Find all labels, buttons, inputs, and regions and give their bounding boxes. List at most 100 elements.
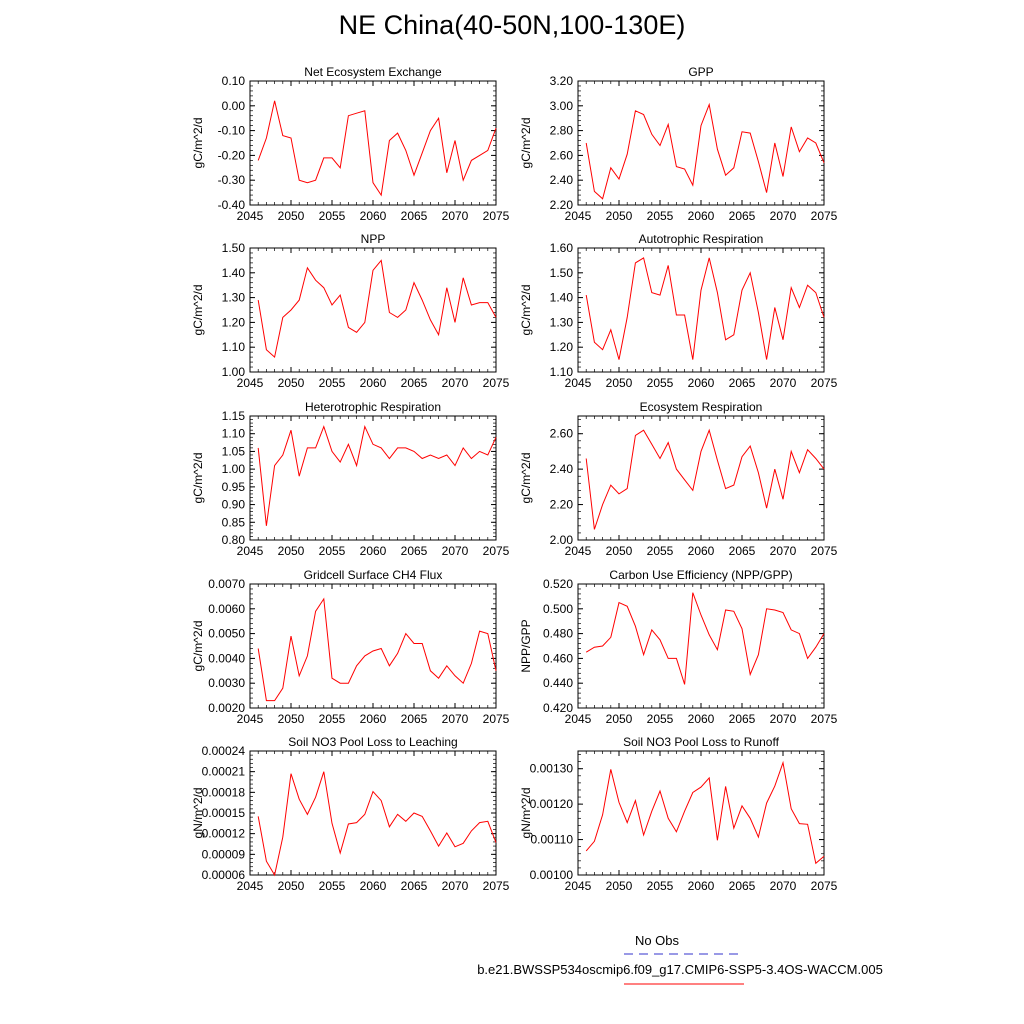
legend-obs-label: No Obs	[634, 933, 680, 948]
plot-frame	[249, 415, 497, 541]
x-tick-label: 2045	[237, 544, 264, 558]
y-tick-label: 0.00	[222, 99, 246, 113]
plot-frame	[249, 247, 497, 373]
panel-title: GPP	[688, 65, 713, 79]
y-tick-label: -0.40	[218, 198, 246, 212]
y-tick-label: 1.20	[222, 315, 246, 329]
y-tick-label: 0.480	[543, 627, 573, 641]
panel-10: Soil NO3 Pool Loss to RunoffgN/m^2/d0.00…	[519, 735, 838, 893]
x-tick-label: 2075	[811, 879, 838, 893]
x-tick-label: 2075	[811, 712, 838, 726]
x-tick-label: 2060	[688, 209, 715, 223]
panel-9: Soil NO3 Pool Loss to LeachinggN/m^2/d0.…	[191, 735, 510, 893]
series-line	[585, 102, 825, 200]
x-tick-label: 2075	[483, 376, 510, 390]
y-tick-label: 2.40	[550, 462, 574, 476]
x-tick-label: 2045	[237, 209, 264, 223]
panel-5: Heterotrophic Respiration gC/m^2/d 0.80 0.8…	[191, 400, 510, 558]
x-tick-label: 2075	[483, 879, 510, 893]
y-tick-label: 0.520	[543, 577, 573, 591]
x-tick-label: 2070	[442, 879, 469, 893]
y-tick-label: 2.20	[550, 198, 574, 212]
panel-6: Ecosystem Respiration gC/m^2/d 2.00 2.20 2.4…	[519, 400, 838, 558]
y-tick-label: 1.00	[222, 462, 246, 476]
x-tick-label: 2075	[483, 209, 510, 223]
y-axis-label: gC/m^2/d	[519, 285, 533, 336]
y-tick-label: 0.0040	[208, 651, 245, 665]
plot-frame	[577, 583, 825, 709]
x-tick-label: 2065	[401, 544, 428, 558]
y-tick-label: 1.10	[550, 365, 574, 379]
x-tick-label: 2045	[565, 209, 592, 223]
panel-7: Gridcell Surface CH4 Flux gC/m^2/d 0.0020 0…	[191, 568, 510, 726]
series-line	[257, 259, 497, 359]
x-tick-label: 2065	[401, 376, 428, 390]
y-axis-label: gC/m^2/d	[191, 621, 205, 672]
y-tick-label: 1.30	[222, 291, 246, 305]
y-tick-label: 2.60	[550, 148, 574, 162]
plot-frame	[249, 750, 497, 876]
x-tick-label: 2075	[811, 209, 838, 223]
y-tick-label: 1.10	[222, 340, 246, 354]
series-line	[257, 597, 497, 702]
x-tick-label: 2070	[770, 209, 797, 223]
x-tick-label: 2060	[360, 544, 387, 558]
x-tick-label: 2075	[811, 376, 838, 390]
x-tick-label: 2060	[688, 712, 715, 726]
y-axis-label: gC/m^2/d	[191, 453, 205, 504]
y-tick-label: 0.500	[543, 602, 573, 616]
x-tick-label: 2055	[647, 879, 674, 893]
panel-title: Net Ecosystem Exchange	[304, 65, 442, 79]
panel-8: Carbon Use Efficiency (NPP/GPP) NPP/GPP 0.…	[519, 568, 838, 726]
y-tick-label: 0.80	[222, 533, 246, 547]
y-tick-label: 1.40	[222, 266, 246, 280]
y-tick-label: -0.20	[218, 148, 246, 162]
y-tick-label: 0.00018	[202, 785, 246, 799]
x-tick-label: 2060	[360, 712, 387, 726]
x-tick-label: 2050	[278, 544, 305, 558]
x-tick-label: 2050	[606, 544, 633, 558]
panel-title: Ecosystem Respiration	[640, 400, 763, 414]
x-tick-label: 2070	[442, 544, 469, 558]
x-tick-label: 2070	[770, 376, 797, 390]
y-tick-label: 0.00009	[202, 847, 246, 861]
x-tick-label: 2050	[278, 376, 305, 390]
y-tick-label: 0.00015	[202, 806, 246, 820]
panel-4: Autotrophic Respiration gC/m^2/d 1.10 1.20 1…	[519, 232, 838, 390]
plot-frame	[249, 583, 497, 709]
y-tick-label: 0.90	[222, 498, 246, 512]
x-tick-label: 2055	[647, 209, 674, 223]
series-line	[257, 425, 497, 526]
panel-title: Soil NO3 Pool Loss to Runoff	[623, 735, 780, 749]
y-tick-label: 2.80	[550, 124, 574, 138]
y-tick-label: 3.00	[550, 99, 574, 113]
x-tick-label: 2060	[360, 879, 387, 893]
x-tick-label: 2065	[401, 209, 428, 223]
x-tick-label: 2075	[483, 544, 510, 558]
x-tick-label: 2045	[237, 712, 264, 726]
x-tick-label: 2050	[278, 209, 305, 223]
y-tick-label: 3.20	[550, 74, 574, 88]
panel-title: NPP	[361, 232, 386, 246]
y-tick-label: 1.10	[222, 427, 246, 441]
series-line	[257, 771, 497, 877]
x-tick-label: 2050	[606, 879, 633, 893]
plot-frame	[577, 750, 825, 876]
legend-case-label: b.e21.BWSSP534oscmip6.f09_g17.CMIP6-SSP5…	[477, 962, 883, 977]
y-tick-label: 0.00006	[202, 868, 246, 882]
y-tick-label: 0.0050	[208, 627, 245, 641]
x-tick-label: 2050	[278, 712, 305, 726]
x-tick-label: 2065	[729, 712, 756, 726]
y-tick-label: 0.0070	[208, 577, 245, 591]
x-tick-label: 2055	[319, 712, 346, 726]
y-tick-label: -0.10	[218, 124, 246, 138]
x-tick-label: 2060	[688, 544, 715, 558]
x-tick-label: 2075	[483, 712, 510, 726]
x-tick-label: 2055	[647, 544, 674, 558]
y-tick-label: 2.00	[550, 533, 574, 547]
y-tick-label: 0.85	[222, 515, 246, 529]
x-tick-label: 2070	[442, 209, 469, 223]
y-axis-label: gC/m^2/d	[519, 118, 533, 169]
series-line	[585, 428, 825, 530]
